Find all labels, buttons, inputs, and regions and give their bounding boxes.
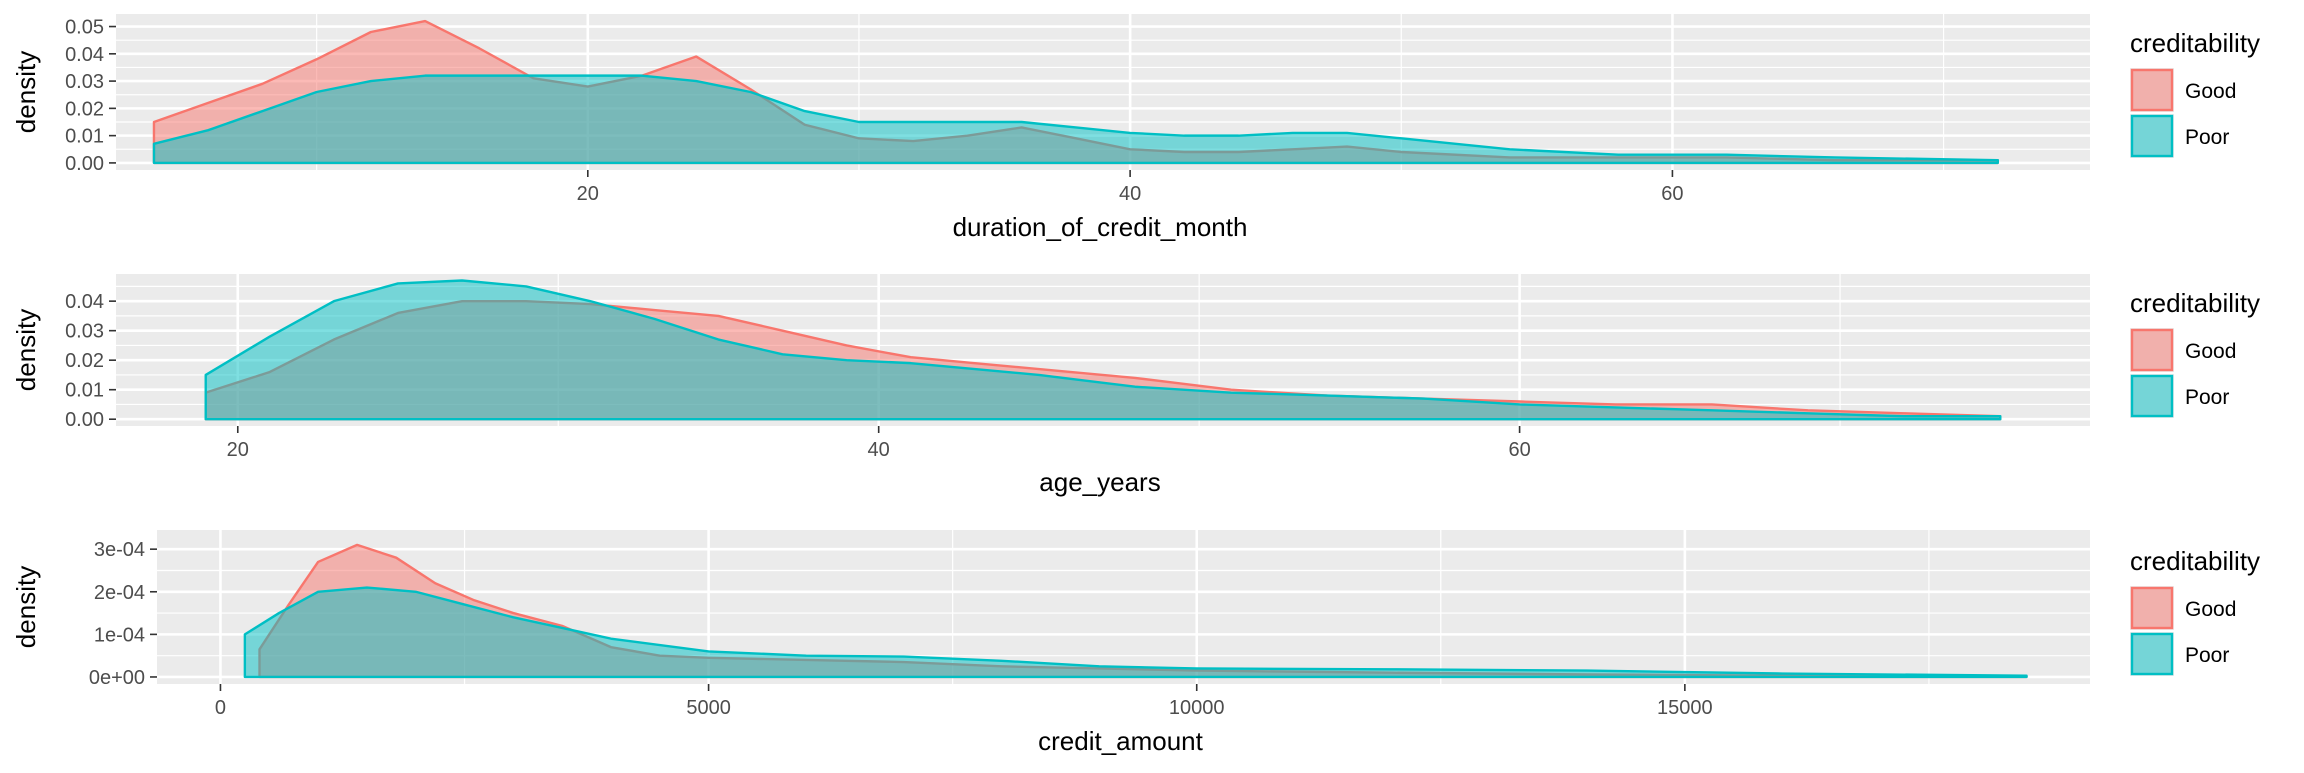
legend-label-poor: Poor <box>2185 644 2229 667</box>
x-tick-label: 20 <box>227 439 249 461</box>
legend-label-good: Good <box>2185 340 2236 363</box>
x-tick-label: 10000 <box>1169 697 1225 719</box>
y-axis-title: density <box>11 309 41 391</box>
legend-key-poor <box>2130 114 2174 158</box>
y-tick-label: 0.01 <box>65 126 104 148</box>
y-tick-label: 1e-04 <box>94 624 145 646</box>
legend-label-good: Good <box>2185 598 2236 621</box>
y-tick-label: 0.05 <box>65 17 104 39</box>
y-tick-label: 0e+00 <box>89 667 145 689</box>
legend-key-poor <box>2130 374 2174 418</box>
legend-label-poor: Poor <box>2185 126 2229 149</box>
y-axis-title: density <box>11 566 41 648</box>
x-tick-label: 40 <box>868 439 890 461</box>
x-tick-label: 60 <box>1508 439 1530 461</box>
x-axis-title: credit_amount <box>1038 726 1204 756</box>
density-area-poor <box>204 279 2002 421</box>
legend-label-good: Good <box>2185 80 2236 103</box>
y-tick-label: 0.03 <box>65 71 104 93</box>
legend-key-poor <box>2130 632 2174 676</box>
y-tick-label: 3e-04 <box>94 539 145 561</box>
legend-label-poor: Poor <box>2185 386 2229 409</box>
legend-title: creditability <box>2130 546 2260 576</box>
legend-title: creditability <box>2130 28 2260 58</box>
y-tick-label: 2e-04 <box>94 582 145 604</box>
y-tick-label: 0.02 <box>65 350 104 372</box>
y-tick-label: 0.00 <box>65 153 104 175</box>
x-tick-label: 40 <box>1119 183 1141 205</box>
x-tick-label: 60 <box>1661 183 1683 205</box>
x-axis-title: age_years <box>1039 467 1160 497</box>
y-axis-title: density <box>11 51 41 133</box>
legend-key-good <box>2130 328 2174 372</box>
x-tick-label: 0 <box>215 697 226 719</box>
y-tick-label: 0.03 <box>65 321 104 343</box>
density-area-poor <box>243 586 2028 679</box>
legend-key-good <box>2130 586 2174 630</box>
y-tick-label: 0.04 <box>65 291 104 313</box>
y-tick-label: 0.04 <box>65 44 104 66</box>
density-area-poor <box>152 74 2000 165</box>
x-axis-title: duration_of_credit_month <box>953 212 1248 242</box>
x-tick-label: 15000 <box>1657 697 1713 719</box>
y-tick-label: 0.01 <box>65 380 104 402</box>
legend-key-good <box>2130 68 2174 112</box>
y-tick-label: 0.02 <box>65 98 104 120</box>
x-tick-label: 20 <box>577 183 599 205</box>
y-tick-label: 0.00 <box>65 409 104 431</box>
legend-title: creditability <box>2130 288 2260 318</box>
x-tick-label: 5000 <box>686 697 731 719</box>
